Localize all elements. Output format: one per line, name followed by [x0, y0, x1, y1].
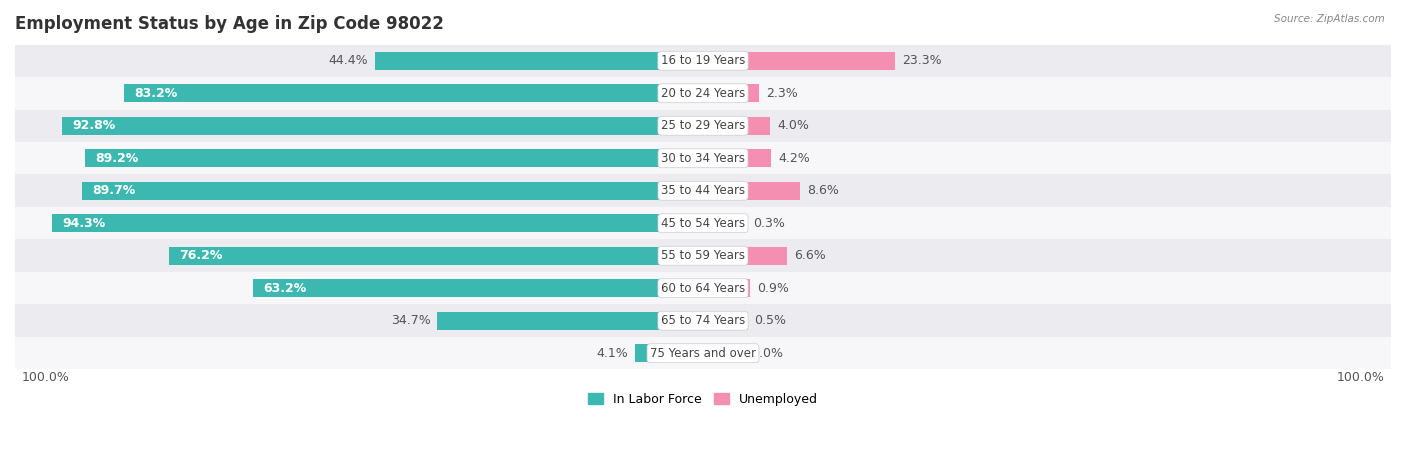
Bar — [15, 304, 1391, 337]
Text: 63.2%: 63.2% — [263, 282, 307, 295]
Bar — [744, 247, 787, 265]
Text: 55 to 59 Years: 55 to 59 Years — [661, 249, 745, 262]
Bar — [15, 207, 1391, 239]
Text: 100.0%: 100.0% — [22, 371, 70, 384]
Text: 6.6%: 6.6% — [794, 249, 825, 262]
Text: 4.2%: 4.2% — [779, 152, 810, 165]
Bar — [15, 272, 1391, 304]
Bar — [15, 239, 1391, 272]
Text: 76.2%: 76.2% — [179, 249, 222, 262]
Bar — [62, 117, 662, 135]
Bar — [744, 52, 896, 70]
Bar — [15, 45, 1391, 77]
Text: 75 Years and over: 75 Years and over — [650, 347, 756, 360]
Bar — [169, 247, 662, 265]
Text: 0.0%: 0.0% — [751, 347, 783, 360]
Legend: In Labor Force, Unemployed: In Labor Force, Unemployed — [583, 388, 823, 411]
Text: 0.3%: 0.3% — [754, 217, 785, 230]
Text: 45 to 54 Years: 45 to 54 Years — [661, 217, 745, 230]
Bar — [636, 344, 662, 362]
Text: 20 to 24 Years: 20 to 24 Years — [661, 87, 745, 100]
Bar — [374, 52, 662, 70]
Text: 35 to 44 Years: 35 to 44 Years — [661, 184, 745, 197]
Text: 34.7%: 34.7% — [391, 314, 430, 327]
Bar — [744, 84, 759, 102]
Bar — [744, 312, 748, 330]
Text: 30 to 34 Years: 30 to 34 Years — [661, 152, 745, 165]
Text: 83.2%: 83.2% — [134, 87, 177, 100]
Bar — [744, 182, 800, 200]
Bar — [744, 214, 747, 232]
Bar — [124, 84, 662, 102]
Text: 44.4%: 44.4% — [328, 54, 368, 67]
Text: 8.6%: 8.6% — [807, 184, 838, 197]
Text: 89.7%: 89.7% — [91, 184, 135, 197]
Text: 60 to 64 Years: 60 to 64 Years — [661, 282, 745, 295]
Bar — [744, 279, 749, 297]
Bar — [15, 142, 1391, 175]
Bar — [52, 214, 662, 232]
Text: 2.3%: 2.3% — [766, 87, 797, 100]
Bar — [15, 175, 1391, 207]
Text: 0.5%: 0.5% — [755, 314, 786, 327]
Text: 89.2%: 89.2% — [96, 152, 138, 165]
Text: Employment Status by Age in Zip Code 98022: Employment Status by Age in Zip Code 980… — [15, 15, 444, 33]
Text: 25 to 29 Years: 25 to 29 Years — [661, 119, 745, 132]
Bar — [82, 182, 662, 200]
Text: 94.3%: 94.3% — [62, 217, 105, 230]
Text: 16 to 19 Years: 16 to 19 Years — [661, 54, 745, 67]
Text: 23.3%: 23.3% — [901, 54, 942, 67]
Text: 4.0%: 4.0% — [778, 119, 808, 132]
Text: 92.8%: 92.8% — [72, 119, 115, 132]
Text: 100.0%: 100.0% — [1336, 371, 1384, 384]
Text: 0.9%: 0.9% — [756, 282, 789, 295]
Bar — [744, 149, 772, 167]
Text: Source: ZipAtlas.com: Source: ZipAtlas.com — [1274, 14, 1385, 23]
Bar — [744, 117, 770, 135]
Text: 65 to 74 Years: 65 to 74 Years — [661, 314, 745, 327]
Bar — [15, 77, 1391, 110]
Bar — [437, 312, 662, 330]
Bar — [15, 337, 1391, 369]
Text: 4.1%: 4.1% — [596, 347, 628, 360]
Bar — [15, 110, 1391, 142]
Bar — [253, 279, 662, 297]
Bar — [84, 149, 662, 167]
